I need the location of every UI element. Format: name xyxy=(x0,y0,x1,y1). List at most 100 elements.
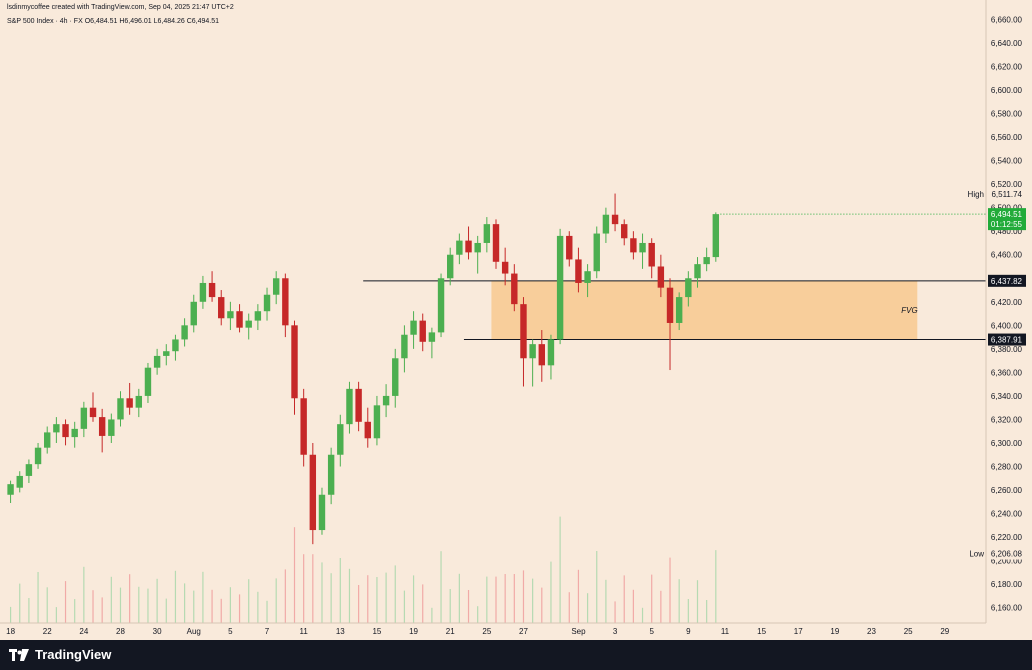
time-tick-label: Aug xyxy=(187,627,201,636)
candle-body xyxy=(300,398,307,455)
price-tick-label: 6,200.00 xyxy=(991,557,1023,566)
volume-bar xyxy=(284,569,286,623)
candle-body xyxy=(566,235,573,260)
price-tick-label: 6,280.00 xyxy=(991,463,1023,472)
time-tick-label: 11 xyxy=(300,627,309,636)
volume-bar xyxy=(614,601,616,623)
volume-bar xyxy=(358,585,360,623)
price-tick-label: 6,620.00 xyxy=(991,62,1023,71)
volume-bar xyxy=(495,576,497,623)
volume-bar xyxy=(504,574,506,623)
volume-bar xyxy=(550,561,552,623)
volume-bar xyxy=(632,589,634,623)
price-axis[interactable]: 6,160.00 6,180.00 6,200.00 6,220.00 6,240.00… xyxy=(985,0,1023,623)
time-tick-label: 13 xyxy=(336,627,345,636)
volume-bar xyxy=(568,592,570,623)
price-tick-label: 6,640.00 xyxy=(991,39,1023,48)
low-price-tag: 6,206.08 xyxy=(991,549,1023,558)
time-tick-label: 29 xyxy=(940,627,949,636)
volume-bar xyxy=(37,572,39,623)
volume-bar xyxy=(211,589,213,623)
price-tick-label: 6,520.00 xyxy=(991,180,1023,189)
time-tick-label: 25 xyxy=(904,627,913,636)
candle-body xyxy=(465,240,472,253)
time-axis[interactable]: 18 22 24 28 30 Aug 5 7 11 13 15 19 21 25 27 Sep 3 5 9 11 15 1… xyxy=(0,622,986,636)
volume-bar xyxy=(449,589,451,623)
fvg-label: FVG xyxy=(901,306,917,315)
candle-body xyxy=(611,214,619,225)
price-tick-label: 6,560.00 xyxy=(991,133,1023,142)
time-tick-label: 5 xyxy=(649,627,654,636)
volume-bar xyxy=(257,591,259,623)
volume-bar xyxy=(696,580,699,623)
symbol-title[interactable]: S&P 500 Index · 4h · FX xyxy=(7,18,83,25)
candle-body xyxy=(694,264,701,279)
candle-body xyxy=(144,367,152,396)
candle-body xyxy=(163,351,170,356)
current-price-label: 6,494.51 xyxy=(991,210,1023,219)
tradingview-brand: TradingView xyxy=(35,647,112,662)
volume-bar xyxy=(339,558,341,623)
ohlc-high: H6,496.01 xyxy=(119,18,152,25)
volume-bar xyxy=(174,570,177,623)
volume-bar xyxy=(147,588,149,623)
volume-bar xyxy=(458,573,460,623)
candle-body xyxy=(437,278,445,333)
candle-body xyxy=(621,224,628,239)
volume-bar xyxy=(577,569,580,623)
candle-body xyxy=(648,242,655,267)
candle-body xyxy=(639,242,646,253)
candle-body xyxy=(309,454,317,531)
candle-body xyxy=(227,311,234,319)
volume-bar xyxy=(651,574,653,623)
high-price-tag: 6,511.74 xyxy=(991,190,1022,199)
price-chart[interactable]: FVG 6,160.00 6,180.00 6,200.00 6,220.00 6,24… xyxy=(0,0,1032,640)
volume-bar xyxy=(477,606,479,623)
volume-bar xyxy=(266,600,268,623)
candle-body xyxy=(520,304,527,359)
candle-body xyxy=(272,278,280,295)
time-tick-label: 19 xyxy=(830,627,839,636)
time-tick-label: 9 xyxy=(686,627,691,636)
footer-bar: TradingView xyxy=(0,640,1032,670)
ohlc-low: L6,484.26 xyxy=(153,18,185,25)
candle-body xyxy=(511,273,518,305)
volume-bar xyxy=(422,584,424,623)
candle-body xyxy=(547,339,555,366)
candle-body xyxy=(199,282,207,302)
candle-body xyxy=(456,240,463,255)
volume-bar xyxy=(74,599,76,623)
candle-body xyxy=(80,407,88,429)
candle-body xyxy=(25,464,33,476)
volume-bar xyxy=(678,579,680,623)
volume-bar xyxy=(238,594,241,623)
time-tick-label: 17 xyxy=(794,627,803,636)
candle-body xyxy=(630,238,637,253)
candle-body xyxy=(685,278,692,298)
candle-body xyxy=(593,233,600,272)
price-tick-label: 6,320.00 xyxy=(991,415,1023,424)
current-price-bg xyxy=(988,208,1026,231)
volume-bar xyxy=(623,575,625,623)
volume-bar xyxy=(715,550,717,623)
candle-body xyxy=(208,282,216,298)
price-tick-label: 6,220.00 xyxy=(991,533,1023,542)
price-tick-label: 6,580.00 xyxy=(991,110,1023,119)
creator-line: lsdinmycoffee created with TradingView.c… xyxy=(7,4,234,11)
high-label: High xyxy=(968,190,984,199)
volume-bar xyxy=(440,551,442,623)
candle-body xyxy=(382,395,390,406)
high-price-tag-bg xyxy=(988,187,1026,200)
candle-body xyxy=(190,301,197,326)
price-tick-label: 6,540.00 xyxy=(991,157,1023,166)
price-tick-label: 6,160.00 xyxy=(991,604,1023,613)
candle-body xyxy=(712,214,720,258)
volume-bar xyxy=(403,590,406,623)
volume-bar xyxy=(412,575,415,623)
candle-body xyxy=(419,320,426,342)
candle-body xyxy=(53,424,60,433)
price-tick-label: 6,240.00 xyxy=(991,510,1023,519)
candle-body xyxy=(410,320,417,335)
price-tick-label: 6,480.00 xyxy=(991,227,1023,236)
